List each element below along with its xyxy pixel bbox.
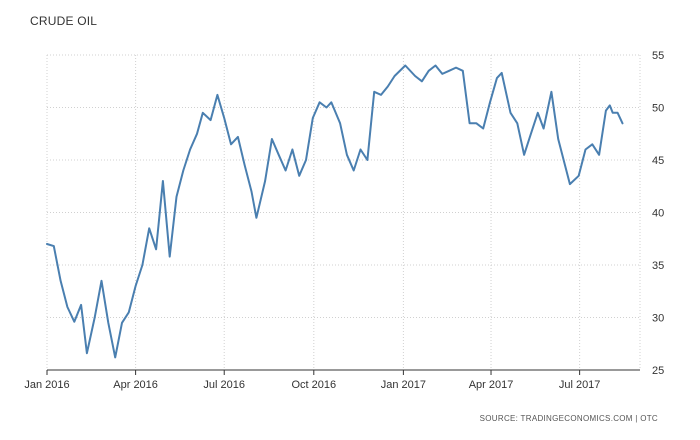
- x-tick-label: Jul 2016: [203, 379, 245, 391]
- x-tick-label: Apr 2016: [113, 379, 158, 391]
- x-tick-label: Jan 2016: [24, 379, 69, 391]
- chart-title: CRUDE OIL: [30, 14, 98, 28]
- y-tick-label: 55: [652, 50, 664, 62]
- y-tick-label: 40: [652, 208, 664, 220]
- grid: [46, 54, 641, 370]
- y-tick-label: 30: [652, 313, 664, 325]
- series-layer: [46, 64, 624, 359]
- source-note: SOURCE: TRADINGECONOMICS.COM | OTC: [479, 414, 658, 423]
- x-tick-label: Apr 2017: [469, 379, 514, 391]
- series-line-crude-oil: [46, 64, 624, 359]
- axes: [46, 369, 640, 375]
- y-tick-label: 25: [652, 365, 664, 377]
- x-tick-label: Jan 2017: [381, 379, 426, 391]
- tick-labels: 25 30 35 40 45 50 55 Jan 2016 Apr 2016 Jul 2016 Oc…: [24, 50, 664, 391]
- y-tick-label: 35: [652, 260, 664, 272]
- y-tick-label: 50: [652, 103, 664, 115]
- x-tick-label: Jul 2017: [559, 379, 601, 391]
- x-tick-label: Oct 2016: [291, 379, 336, 391]
- y-tick-label: 45: [652, 155, 664, 167]
